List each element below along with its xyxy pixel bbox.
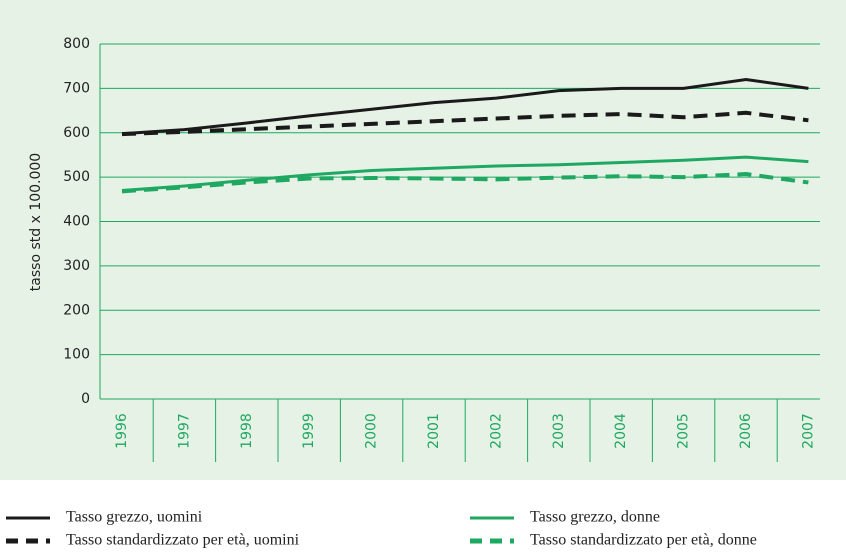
series-line xyxy=(121,172,809,194)
y-tick-label: 500 xyxy=(63,169,90,185)
y-tick-label: 300 xyxy=(63,258,90,274)
plot-panel xyxy=(0,0,846,480)
x-tick-label: 2001 xyxy=(426,413,442,449)
y-tick-label: 400 xyxy=(63,214,90,230)
series-line xyxy=(121,155,809,192)
y-tick-label: 100 xyxy=(63,347,90,363)
y-tick-label: 600 xyxy=(63,125,90,141)
x-tick-label: 2004 xyxy=(613,413,629,449)
legend-label: Tasso standardizzato per età, donne xyxy=(530,532,757,549)
x-tick-label: 2006 xyxy=(738,413,754,449)
legend-label: Tasso standardizzato per età, uomini xyxy=(66,532,300,549)
y-tick-label: 700 xyxy=(63,80,90,96)
x-tick-label: 1997 xyxy=(176,413,192,449)
legend-label: Tasso grezzo, uomini xyxy=(66,509,203,526)
legend-label: Tasso grezzo, donne xyxy=(530,509,660,526)
y-tick-label: 800 xyxy=(63,36,90,52)
series-line xyxy=(121,77,809,136)
x-tick-label: 2005 xyxy=(676,413,692,449)
x-tick-label: 2007 xyxy=(800,413,816,449)
x-tick-label: 2002 xyxy=(488,413,504,449)
y-tick-label: 0 xyxy=(81,391,90,407)
x-tick-label: 1998 xyxy=(239,413,255,449)
x-tick-label: 2000 xyxy=(364,413,380,449)
series-line xyxy=(121,110,809,137)
y-tick-label: 200 xyxy=(63,302,90,318)
x-tick-label: 1999 xyxy=(301,413,317,449)
x-tick-label: 1996 xyxy=(114,413,130,449)
x-tick-label: 2003 xyxy=(551,413,567,449)
y-axis-label: tasso std x 100.000 xyxy=(28,153,44,291)
